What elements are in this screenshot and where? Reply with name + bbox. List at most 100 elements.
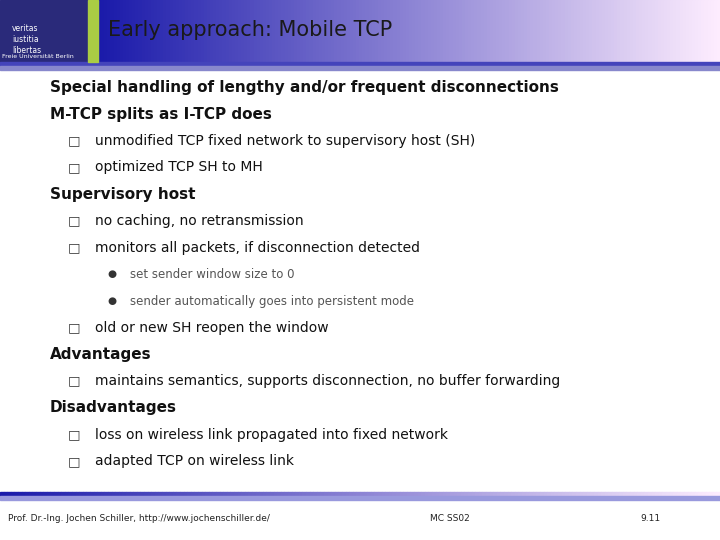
Bar <box>400 0 402 62</box>
Bar <box>98 0 101 62</box>
Bar <box>617 0 621 62</box>
Text: old or new SH reopen the window: old or new SH reopen the window <box>95 321 328 335</box>
Bar <box>440 0 444 62</box>
Bar <box>605 492 608 496</box>
Bar <box>500 492 504 496</box>
Bar <box>232 0 235 62</box>
Bar <box>601 492 605 496</box>
Bar <box>508 492 511 496</box>
Text: Special handling of lengthy and/or frequent disconnections: Special handling of lengthy and/or frequ… <box>50 80 559 95</box>
Bar <box>158 492 162 496</box>
Bar <box>594 492 598 496</box>
Bar <box>343 0 347 62</box>
Bar <box>349 492 353 496</box>
Text: no caching, no retransmission: no caching, no retransmission <box>95 214 304 228</box>
Bar <box>544 492 547 496</box>
Bar <box>562 0 564 62</box>
Bar <box>599 0 602 62</box>
Bar <box>176 492 180 496</box>
Bar <box>444 0 446 62</box>
Bar <box>234 492 238 496</box>
Bar <box>110 0 114 62</box>
Bar <box>320 492 324 496</box>
Bar <box>526 492 529 496</box>
Bar <box>414 492 418 496</box>
Bar <box>148 492 151 496</box>
Text: Disadvantages: Disadvantages <box>50 400 177 415</box>
Bar <box>241 0 244 62</box>
Bar <box>400 492 403 496</box>
Bar <box>459 0 462 62</box>
Bar <box>148 0 151 62</box>
Bar <box>299 492 302 496</box>
Bar <box>595 0 599 62</box>
Bar <box>446 0 449 62</box>
Text: adapted TCP on wireless link: adapted TCP on wireless link <box>95 454 294 468</box>
Bar <box>90 492 94 496</box>
Bar <box>291 0 294 62</box>
Bar <box>549 0 552 62</box>
Bar <box>387 0 390 62</box>
Bar <box>477 0 480 62</box>
Bar <box>310 0 312 62</box>
Bar <box>307 0 310 62</box>
Bar <box>32 492 36 496</box>
Bar <box>269 0 272 62</box>
Bar <box>621 0 624 62</box>
Bar <box>166 492 169 496</box>
Bar <box>169 0 173 62</box>
Bar <box>50 492 54 496</box>
Bar <box>97 492 101 496</box>
Bar <box>29 492 32 496</box>
Bar <box>169 492 173 496</box>
Bar <box>194 492 198 496</box>
Bar <box>659 492 662 496</box>
Bar <box>503 0 505 62</box>
Bar <box>709 492 713 496</box>
Bar <box>540 492 544 496</box>
Bar <box>449 0 453 62</box>
Bar <box>61 492 65 496</box>
Bar <box>176 0 179 62</box>
Bar <box>593 0 595 62</box>
Bar <box>462 0 465 62</box>
Bar <box>641 492 644 496</box>
Bar <box>182 0 185 62</box>
Bar <box>238 492 241 496</box>
Bar <box>216 0 220 62</box>
Bar <box>717 0 720 62</box>
Bar <box>331 0 334 62</box>
Bar <box>76 492 79 496</box>
Bar <box>655 492 659 496</box>
Bar <box>515 0 518 62</box>
Bar <box>244 0 247 62</box>
Bar <box>534 0 536 62</box>
Bar <box>180 492 184 496</box>
Bar <box>605 0 608 62</box>
Bar <box>652 492 655 496</box>
Bar <box>456 0 459 62</box>
Bar <box>338 0 341 62</box>
Bar <box>312 0 315 62</box>
Bar <box>652 0 654 62</box>
Bar <box>266 0 269 62</box>
Bar <box>122 492 126 496</box>
Bar <box>482 492 486 496</box>
Bar <box>409 0 412 62</box>
Bar <box>347 0 350 62</box>
Bar <box>223 492 227 496</box>
Bar <box>197 0 201 62</box>
Bar <box>704 0 708 62</box>
Bar <box>263 492 266 496</box>
Bar <box>421 0 425 62</box>
Bar <box>493 492 497 496</box>
Bar <box>94 492 97 496</box>
Bar <box>230 492 234 496</box>
Bar <box>685 0 689 62</box>
Bar <box>202 492 205 496</box>
Bar <box>288 492 292 496</box>
Text: □: □ <box>68 321 80 334</box>
Bar <box>313 492 317 496</box>
Bar <box>88 0 98 62</box>
Bar <box>317 492 320 496</box>
